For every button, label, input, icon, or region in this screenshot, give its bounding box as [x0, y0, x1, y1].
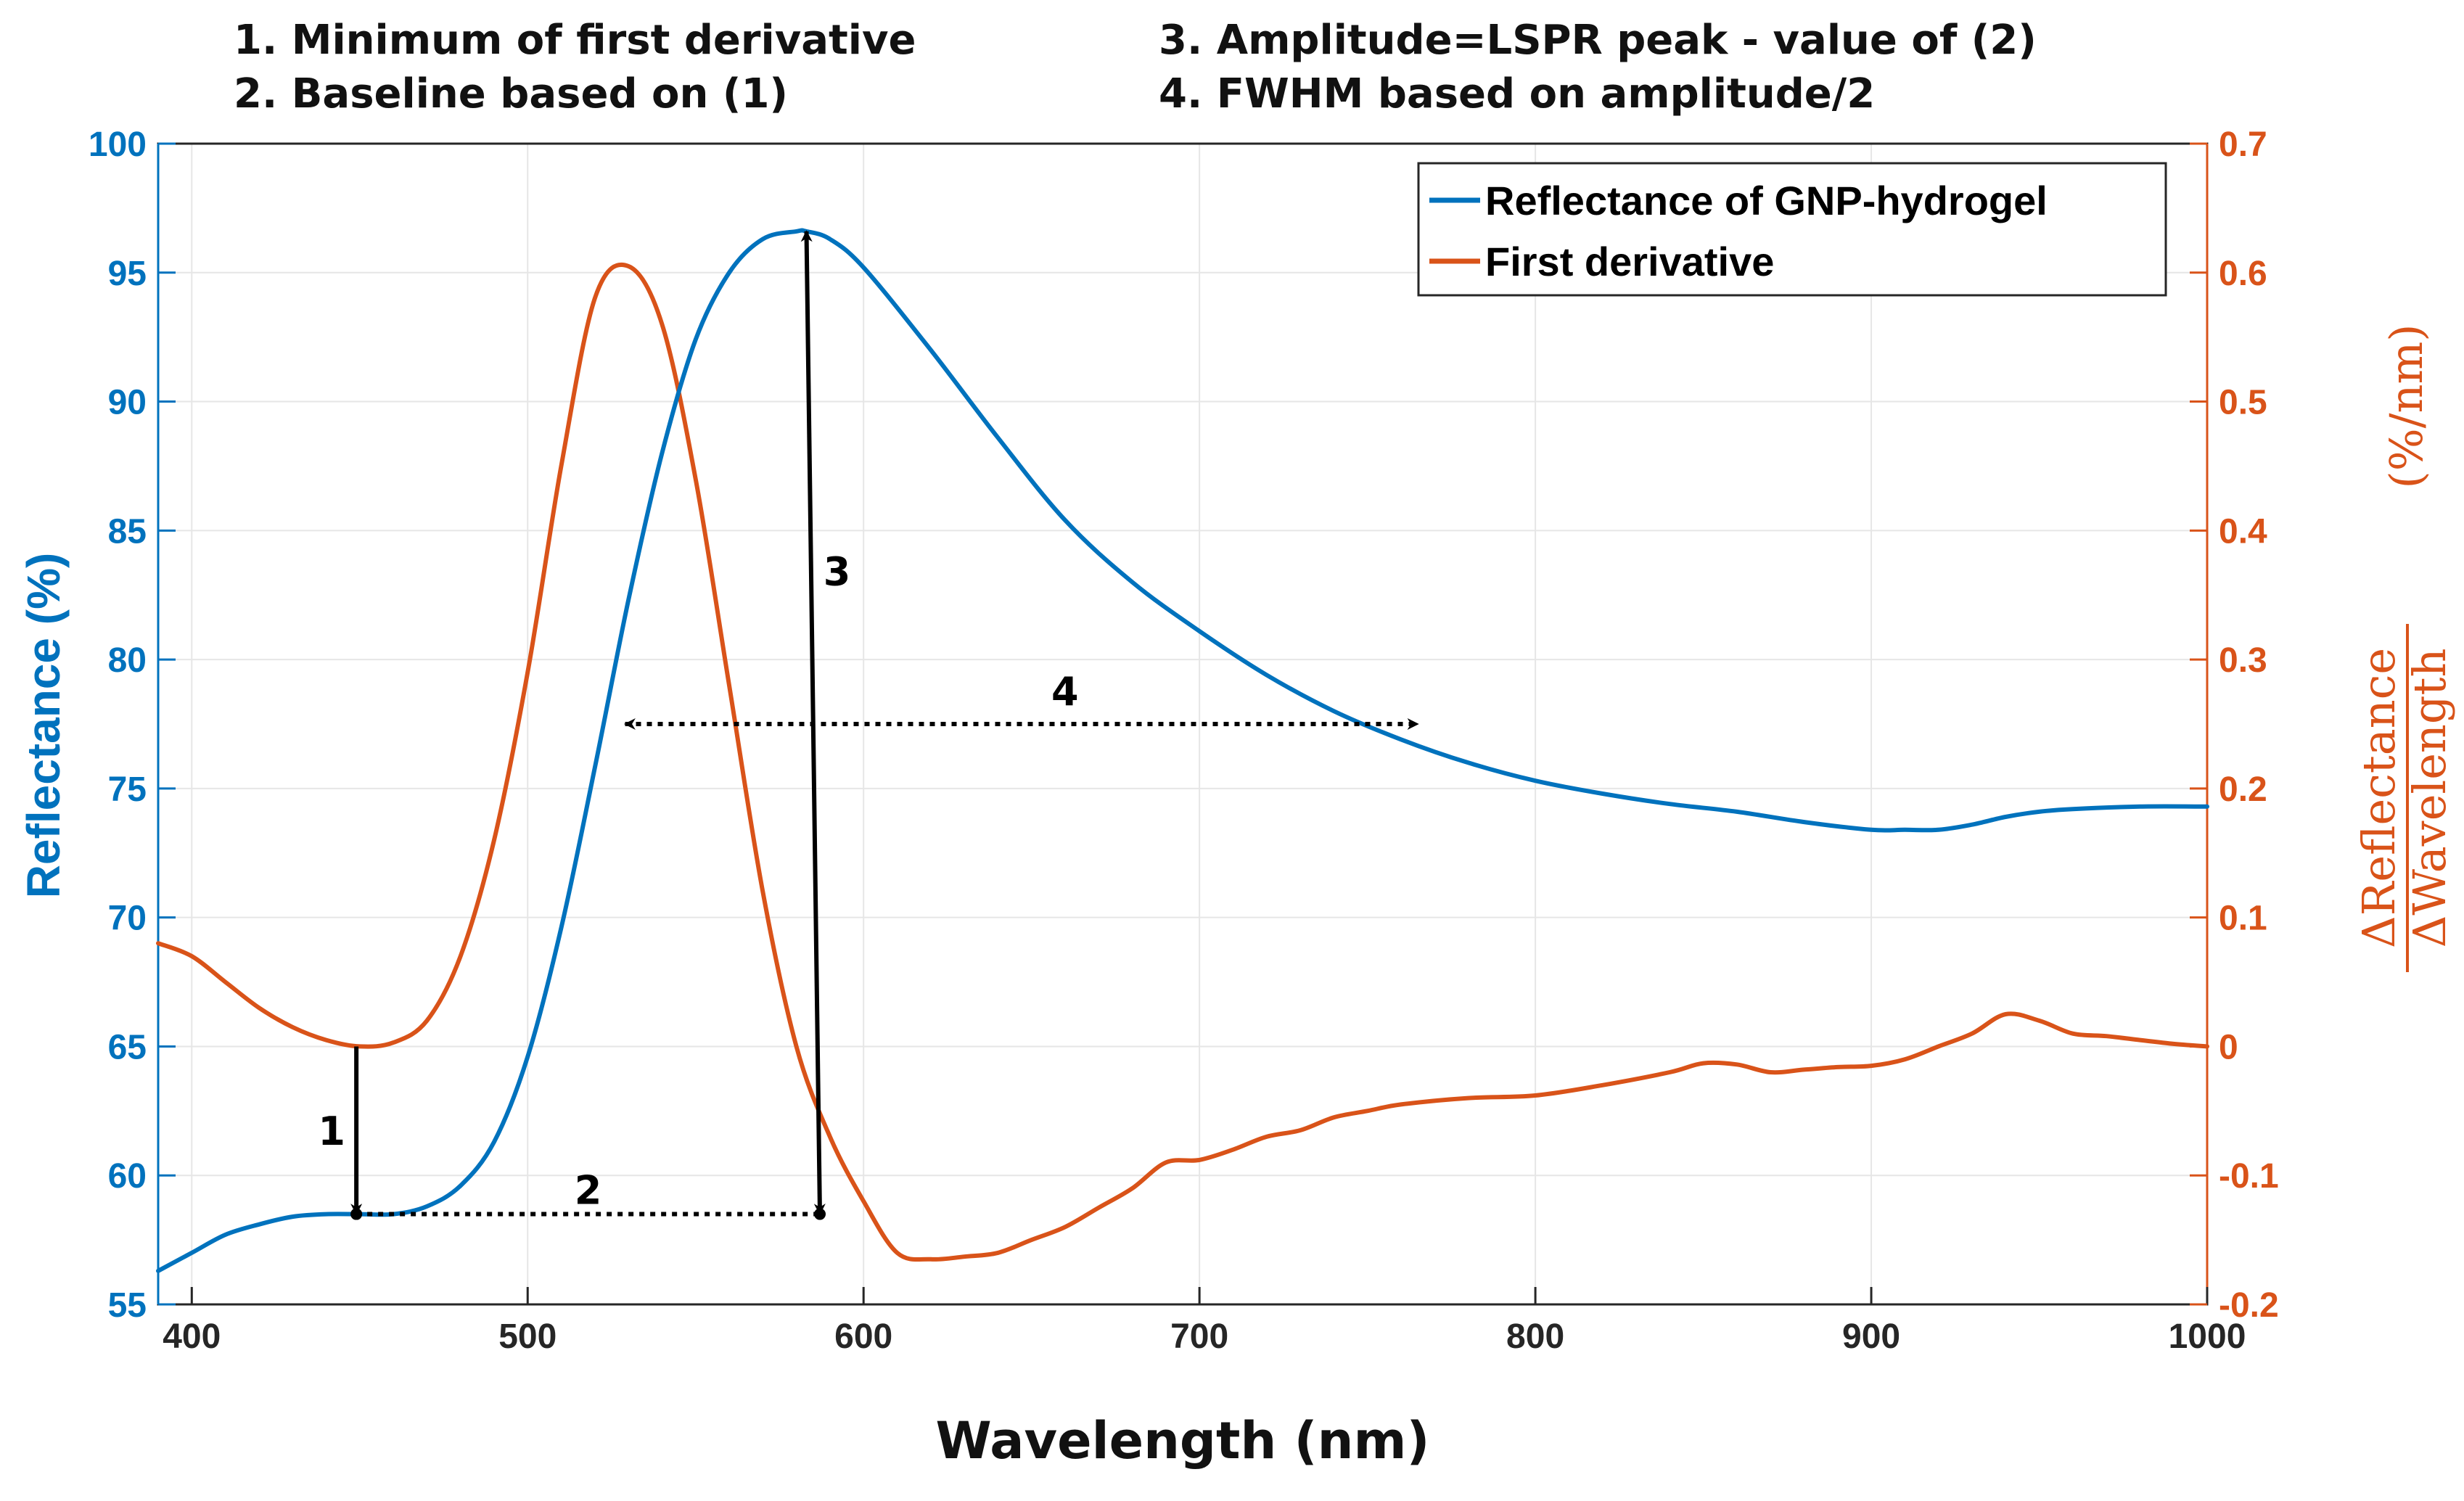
tick-label-x-900: 900: [1842, 1317, 1900, 1356]
tick-label-right-7: 0.5: [2219, 384, 2267, 422]
tick-label-right-1: -0.1: [2219, 1157, 2279, 1196]
tick-marks: [158, 142, 2209, 1306]
note-2: 2. Baseline based on (1): [234, 70, 788, 118]
tick-label-right-4: 0.2: [2219, 770, 2267, 809]
y-axis-label-right: ΔReflectance ΔWavelength (%/nm): [2352, 324, 2456, 972]
tick-label-left-60: 60: [108, 1157, 147, 1196]
tick-label-left-90: 90: [108, 384, 147, 422]
tick-label-x-500: 500: [498, 1317, 557, 1356]
legend-box: [1417, 162, 2167, 297]
tick-label-x-600: 600: [834, 1317, 892, 1356]
y-axis-label-right-bottom: ΔWavelength: [2403, 649, 2456, 948]
tick-label-right-5: 0.3: [2219, 641, 2267, 680]
tick-label-right-6: 0.4: [2219, 512, 2267, 551]
legend: Reflectance of GNP-hydrogel First deriva…: [1417, 162, 2167, 297]
tick-label-left-75: 75: [108, 770, 147, 809]
tick-label-right-0: -0.2: [2219, 1286, 2279, 1325]
annotation-label-2: 2: [575, 1168, 602, 1214]
annotation-dot-2: [350, 1208, 363, 1220]
annotation-label-4: 4: [1051, 669, 1079, 715]
note-3: 3. Amplitude=LSPR peak - value of (2): [1159, 17, 2037, 64]
tick-label-left-95: 95: [108, 255, 147, 293]
tick-label-left-100: 100: [89, 126, 147, 164]
legend-label-derivative: First derivative: [1485, 239, 1774, 284]
note-1: 1. Minimum of first derivative: [234, 17, 916, 64]
x-axis-label: Wavelength (nm): [936, 1411, 1430, 1471]
tick-label-left-55: 55: [108, 1286, 147, 1325]
y-axis-label-left: Reflectance (%): [17, 553, 70, 899]
tick-label-x-1000: 1000: [2169, 1317, 2246, 1356]
tick-label-left-80: 80: [108, 641, 147, 680]
tick-label-x-400: 400: [163, 1317, 221, 1356]
tick-label-right-3: 0.1: [2219, 900, 2267, 938]
y-axis-label-right-top: ΔReflectance: [2352, 648, 2405, 948]
y-axis-label-right-units: (%/nm): [2380, 324, 2433, 489]
series-line-reflectance: [156, 228, 2209, 1273]
tick-label-left-65: 65: [108, 1028, 147, 1066]
tick-label-right-9: 0.7: [2219, 126, 2267, 164]
tick-label-left-70: 70: [108, 900, 147, 938]
series-group: [156, 228, 2209, 1273]
tick-label-x-700: 700: [1170, 1317, 1228, 1356]
tick-label-right-8: 0.6: [2219, 255, 2267, 293]
annotation-label-3: 3: [824, 549, 851, 595]
annotation-label-1: 1: [318, 1109, 345, 1154]
annotations-group: 1 2 3 4: [318, 230, 1419, 1220]
tick-label-right-2: 0: [2219, 1028, 2238, 1066]
note-4: 4. FWHM based on amplitude/2: [1159, 70, 1875, 118]
tick-labels: 400 500 600 700 800 900 1000556065707580859095…: [89, 126, 2279, 1356]
legend-label-reflectance: Reflectance of GNP-hydrogel: [1485, 178, 2048, 223]
tick-label-x-800: 800: [1506, 1317, 1564, 1356]
tick-label-left-85: 85: [108, 512, 147, 551]
series-line-first-derivative: [156, 262, 2209, 1262]
